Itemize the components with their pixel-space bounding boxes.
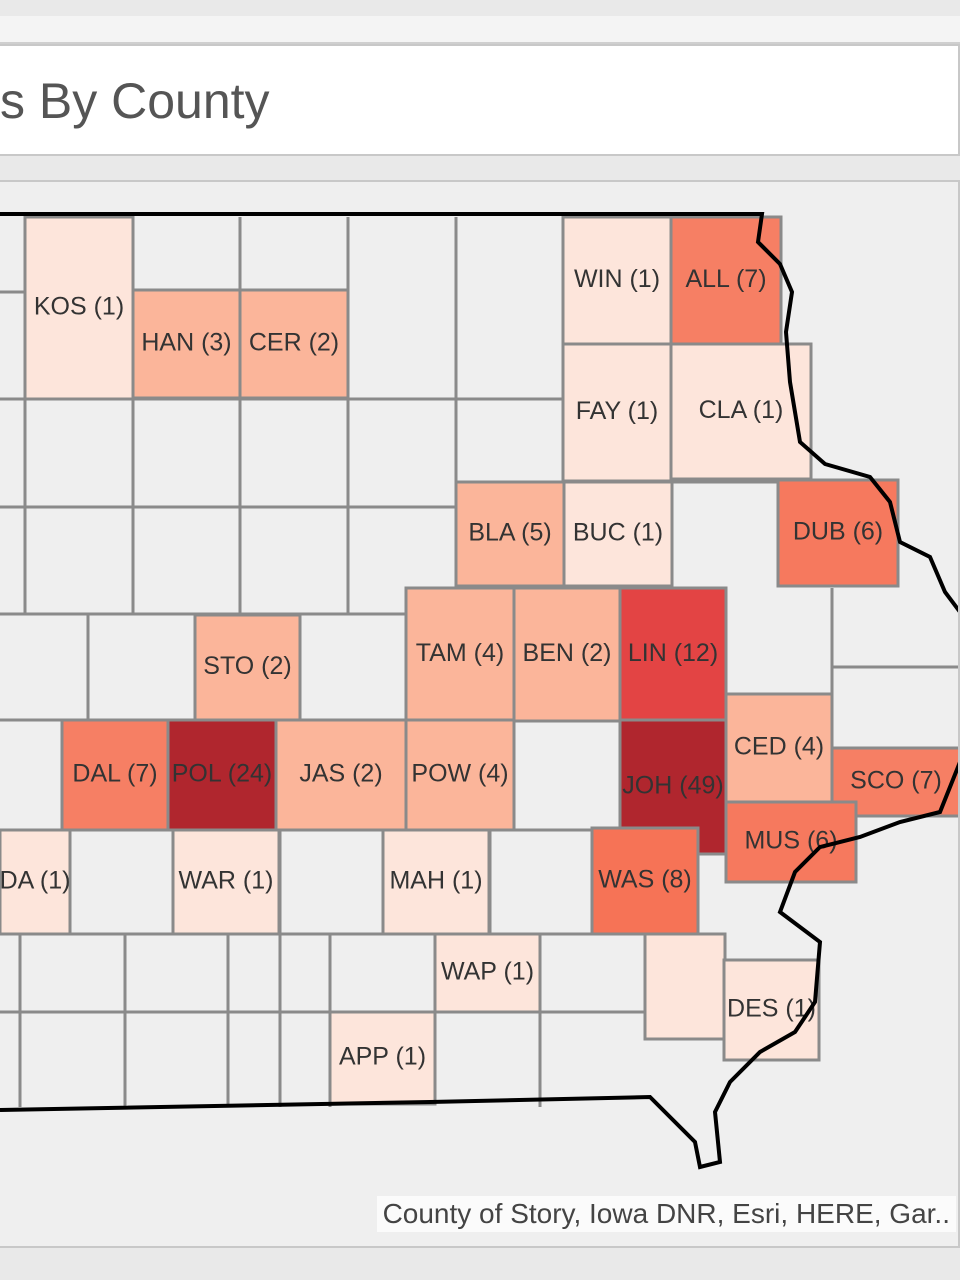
county-label: SCO (7) bbox=[850, 767, 942, 795]
county bbox=[454, 480, 566, 588]
county-label: BLA (5) bbox=[468, 519, 551, 547]
county-label: CED (4) bbox=[734, 733, 824, 761]
county-label: POL (24) bbox=[172, 760, 273, 788]
county-label: WAR (1) bbox=[179, 867, 274, 895]
county-label: POW (4) bbox=[411, 760, 508, 788]
county-label: KOS (1) bbox=[34, 293, 124, 321]
county-label: JOH (49) bbox=[622, 772, 723, 800]
county-label: FAY (1) bbox=[576, 397, 658, 425]
county bbox=[0, 828, 72, 936]
county-label: ALL (7) bbox=[685, 265, 766, 293]
county bbox=[166, 718, 278, 832]
county bbox=[274, 718, 408, 832]
county-label: MAH (1) bbox=[389, 867, 482, 895]
county-label: STO (2) bbox=[203, 652, 291, 680]
county-label: CER (2) bbox=[249, 329, 339, 357]
county bbox=[590, 826, 700, 936]
county bbox=[131, 288, 242, 400]
county-label: APP (1) bbox=[339, 1043, 426, 1071]
attribution: County of Story, Iowa DNR, Esri, HERE, G… bbox=[376, 1196, 956, 1232]
county-label: MUS (6) bbox=[744, 827, 837, 855]
county bbox=[433, 932, 542, 1014]
county-label: CLA (1) bbox=[699, 396, 784, 424]
county-unlabeled bbox=[643, 932, 727, 1041]
map-panel: KOS (1) HAN (3) CER (2) WIN (1) ALL (7) FAY (… bbox=[0, 180, 960, 1248]
county-label: DUB (6) bbox=[793, 518, 883, 546]
map: KOS (1) HAN (3) CER (2) WIN (1) ALL (7) FAY (… bbox=[0, 212, 958, 1170]
county-label: JAS (2) bbox=[299, 760, 382, 788]
county-label: BUC (1) bbox=[573, 519, 663, 547]
county-label: BEN (2) bbox=[523, 639, 612, 667]
county bbox=[171, 828, 281, 936]
county-label: WAP (1) bbox=[441, 958, 534, 986]
county-label: TAM (4) bbox=[416, 639, 504, 667]
county bbox=[562, 480, 674, 588]
counties: KOS (1) HAN (3) CER (2) WIN (1) ALL (7) FAY (… bbox=[0, 215, 958, 1106]
county bbox=[328, 1010, 437, 1106]
title-panel bbox=[0, 44, 960, 156]
county bbox=[776, 478, 900, 588]
county bbox=[561, 215, 673, 346]
county bbox=[238, 288, 350, 400]
county bbox=[60, 718, 170, 832]
county-label: WAS (8) bbox=[598, 866, 692, 894]
county-label: DES (1) bbox=[727, 995, 816, 1023]
top-bar bbox=[0, 16, 960, 44]
county-label: WIN (1) bbox=[574, 265, 660, 293]
county bbox=[724, 692, 834, 804]
county-label: LIN (12) bbox=[628, 639, 718, 667]
title: s By County bbox=[0, 73, 270, 129]
county-label: DA (1) bbox=[0, 867, 70, 895]
county bbox=[23, 215, 135, 401]
county-label: HAN (3) bbox=[141, 329, 231, 357]
county bbox=[404, 718, 516, 832]
state-border bbox=[0, 212, 958, 1170]
county-label: DAL (7) bbox=[72, 760, 157, 788]
